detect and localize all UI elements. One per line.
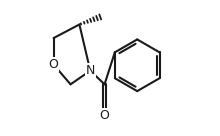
- Text: O: O: [100, 109, 110, 122]
- Text: O: O: [49, 58, 59, 71]
- Text: N: N: [86, 64, 95, 77]
